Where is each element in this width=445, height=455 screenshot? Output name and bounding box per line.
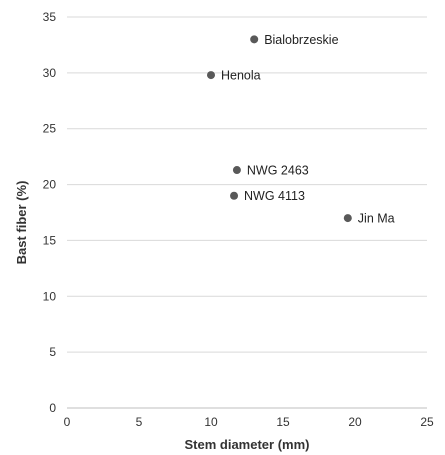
point-bialobrzeskie — [250, 35, 259, 44]
x-tick-label-20: 20 — [348, 415, 362, 429]
point-label-jin-ma: Jin Ma — [358, 212, 395, 226]
y-axis-title: Bast fiber (%) — [14, 181, 29, 265]
point-label-bialobrzeskie: Bialobrzeskie — [264, 33, 338, 47]
y-tick-labels: 0 5 10 15 20 25 30 35 — [43, 10, 57, 415]
point-nwg-2463 — [232, 166, 241, 175]
point-labels: Bialobrzeskie Henola NWG 2463 NWG 4113 Jin M… — [221, 33, 395, 226]
x-tick-label-10: 10 — [204, 415, 218, 429]
x-tick-label-0: 0 — [64, 415, 71, 429]
gridlines — [67, 16, 427, 353]
point-label-nwg-4113: NWG 4113 — [244, 189, 305, 203]
x-tick-label-5: 5 — [136, 415, 143, 429]
y-tick-label-30: 30 — [43, 66, 57, 80]
x-tick-label-25: 25 — [420, 415, 434, 429]
x-axis-title: Stem diameter (mm) — [185, 437, 310, 452]
y-tick-label-25: 25 — [43, 122, 57, 136]
data-points — [207, 35, 352, 223]
point-label-henola: Henola — [221, 69, 261, 83]
y-tick-label-35: 35 — [43, 10, 57, 24]
y-tick-label-15: 15 — [43, 233, 57, 247]
point-label-nwg-2463: NWG 2463 — [247, 164, 309, 178]
point-nwg-4113 — [230, 191, 239, 200]
y-tick-label-5: 5 — [49, 345, 56, 359]
y-tick-label-10: 10 — [43, 289, 57, 303]
point-henola — [207, 71, 215, 80]
y-tick-label-20: 20 — [43, 178, 57, 192]
point-jin-ma — [343, 214, 352, 223]
x-tick-label-15: 15 — [276, 415, 290, 429]
x-tick-labels: 0 5 10 15 20 25 — [64, 415, 434, 429]
y-tick-label-0: 0 — [49, 401, 56, 415]
